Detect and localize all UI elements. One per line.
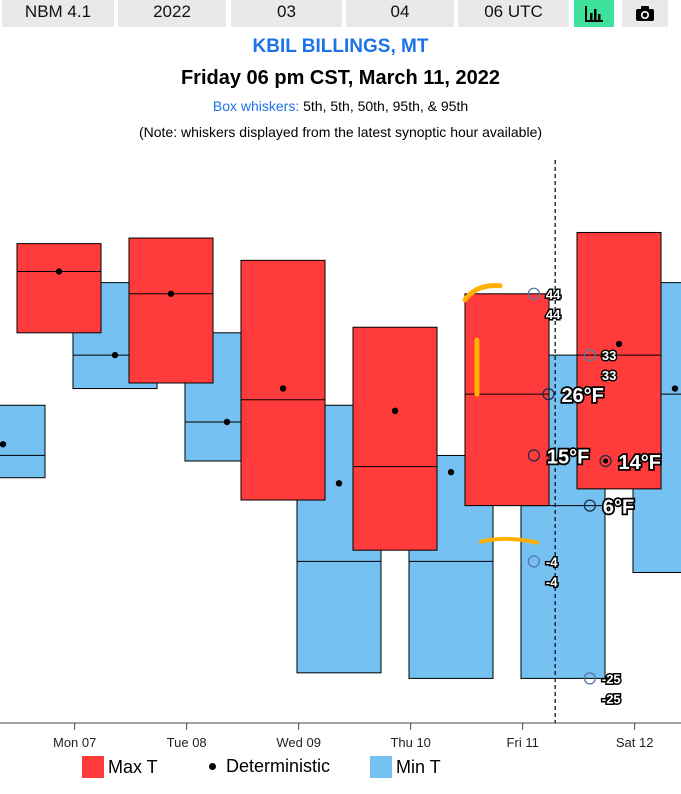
max-t-box[interactable] [16, 243, 102, 334]
valid-time-title: Friday 06 pm CST, March 11, 2022 [180, 67, 501, 89]
hover-marker[interactable] [542, 387, 555, 401]
whisker-description: Box whiskers: 5th, 5th, 50th, 95th, & 95… [0, 98, 681, 114]
max-t-box[interactable] [240, 259, 326, 501]
hover-value-sublabel: 44 [546, 307, 561, 322]
min-t-deterministic-point[interactable] [111, 351, 119, 359]
hover-value-label: -4 [546, 554, 558, 569]
hover-marker[interactable] [527, 287, 541, 300]
max-t-deterministic-point[interactable] [55, 268, 63, 275]
min-t-deterministic-point[interactable] [223, 418, 231, 426]
hover-value-label: 14°F [619, 452, 661, 474]
max-t-box[interactable] [128, 237, 214, 384]
min-t-deterministic-point[interactable] [559, 457, 567, 465]
legend: Max T Deterministic Min T [0, 756, 681, 782]
deterministic-dot-icon [209, 763, 216, 770]
legend-det-label: Deterministic [226, 756, 331, 776]
hover-value-sublabel: -4 [546, 574, 558, 589]
legend-max-label: Max T [108, 756, 158, 777]
model-selector[interactable]: NBM 4.1 [2, 0, 114, 27]
min-t-deterministic-point[interactable] [671, 385, 679, 392]
hover-value-label: 26°F [561, 385, 603, 407]
min-t-swatch [370, 756, 392, 778]
x-tick-label: Thu 10 [390, 735, 430, 750]
legend-deterministic[interactable]: Deterministic [209, 756, 330, 777]
min-t-deterministic-point[interactable] [447, 468, 455, 476]
max-t-swatch [82, 756, 104, 778]
hover-marker[interactable] [583, 348, 597, 362]
x-tick-label: Sat 12 [616, 735, 654, 750]
max-t-deterministic-point[interactable] [391, 407, 399, 415]
x-tick-label: Fri 11 [507, 735, 539, 750]
hover-marker-center [603, 458, 609, 464]
highlight-upper-arc [462, 283, 503, 303]
max-t-box[interactable] [464, 293, 550, 507]
hover-value-sublabel: 33 [602, 368, 616, 383]
day-selector[interactable]: 04 [346, 0, 454, 27]
whisker-note: (Note: whiskers displayed from the lates… [138, 124, 543, 140]
legend-max-t[interactable]: Max T [82, 756, 158, 778]
hover-value-label: 44 [546, 287, 561, 302]
max-t-box[interactable] [352, 326, 438, 551]
year-selector[interactable]: 2022 [118, 0, 226, 27]
max-t-deterministic-point[interactable] [279, 385, 287, 392]
x-tick-label: Wed 09 [276, 735, 321, 750]
hover-value-label: 6°F [603, 497, 634, 519]
bar-chart-icon [585, 5, 603, 22]
hover-marker[interactable] [583, 672, 597, 685]
hover-marker[interactable] [527, 449, 541, 462]
hover-marker[interactable] [527, 555, 541, 568]
min-t-box[interactable] [0, 404, 46, 479]
hover-value-label: 33 [602, 348, 616, 363]
toolbar: NBM 4.1 2022 03 04 06 UTC [0, 0, 681, 28]
min-t-deterministic-point[interactable] [335, 480, 343, 487]
screenshot-button[interactable] [622, 0, 668, 27]
camera-icon [636, 6, 654, 21]
hover-marker[interactable] [599, 454, 612, 468]
x-tick-label: Tue 08 [167, 735, 207, 750]
max-t-deterministic-point[interactable] [167, 290, 175, 297]
min-t-deterministic-point[interactable] [0, 441, 7, 448]
legend-min-label: Min T [396, 756, 441, 777]
x-tick-label: Mon 07 [53, 735, 96, 750]
hover-value-sublabel: -25 [602, 691, 621, 706]
hover-marker[interactable] [583, 499, 597, 512]
chart-view-button[interactable] [574, 0, 614, 27]
highlight-lower-arc [479, 536, 539, 545]
hover-value-label: -25 [602, 671, 621, 686]
month-selector[interactable]: 03 [231, 0, 342, 27]
max-t-deterministic-point[interactable] [615, 340, 623, 348]
cycle-selector[interactable]: 06 UTC [458, 0, 569, 27]
whisker-label: Box whiskers: [212, 98, 300, 114]
whisker-values: 5th, 5th, 50th, 95th, & 95th [303, 98, 469, 114]
hover-value-label: 15°F [547, 446, 589, 468]
legend-min-t[interactable]: Min T [370, 756, 441, 778]
site-title: KBIL BILLINGS, MT [252, 36, 429, 57]
